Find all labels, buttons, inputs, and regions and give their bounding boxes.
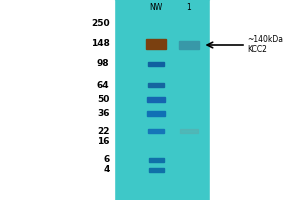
Text: 6: 6 [103, 156, 110, 164]
Bar [146, 40, 166, 48]
Bar [147, 110, 165, 116]
Bar [147, 97, 165, 102]
Bar [148, 129, 164, 133]
Text: KCC2: KCC2 [248, 45, 267, 53]
Text: 36: 36 [97, 108, 110, 117]
Text: 64: 64 [97, 81, 110, 90]
Bar [148, 83, 164, 87]
Bar [179, 41, 199, 49]
Bar [180, 129, 198, 133]
Text: 1: 1 [187, 3, 191, 12]
Bar [148, 62, 164, 66]
Text: 50: 50 [97, 95, 110, 104]
Text: 22: 22 [97, 127, 110, 136]
Bar [0, 0, 114, 200]
Bar [210, 0, 300, 200]
Text: NW: NW [149, 3, 163, 12]
Bar [148, 158, 164, 162]
Text: 16: 16 [97, 136, 110, 146]
Text: 98: 98 [97, 60, 110, 68]
Text: 148: 148 [91, 40, 110, 48]
Bar [148, 168, 164, 172]
Text: ~140kDa: ~140kDa [248, 36, 284, 45]
Text: 250: 250 [91, 20, 110, 28]
Text: 4: 4 [103, 166, 110, 174]
Bar [114, 0, 300, 200]
